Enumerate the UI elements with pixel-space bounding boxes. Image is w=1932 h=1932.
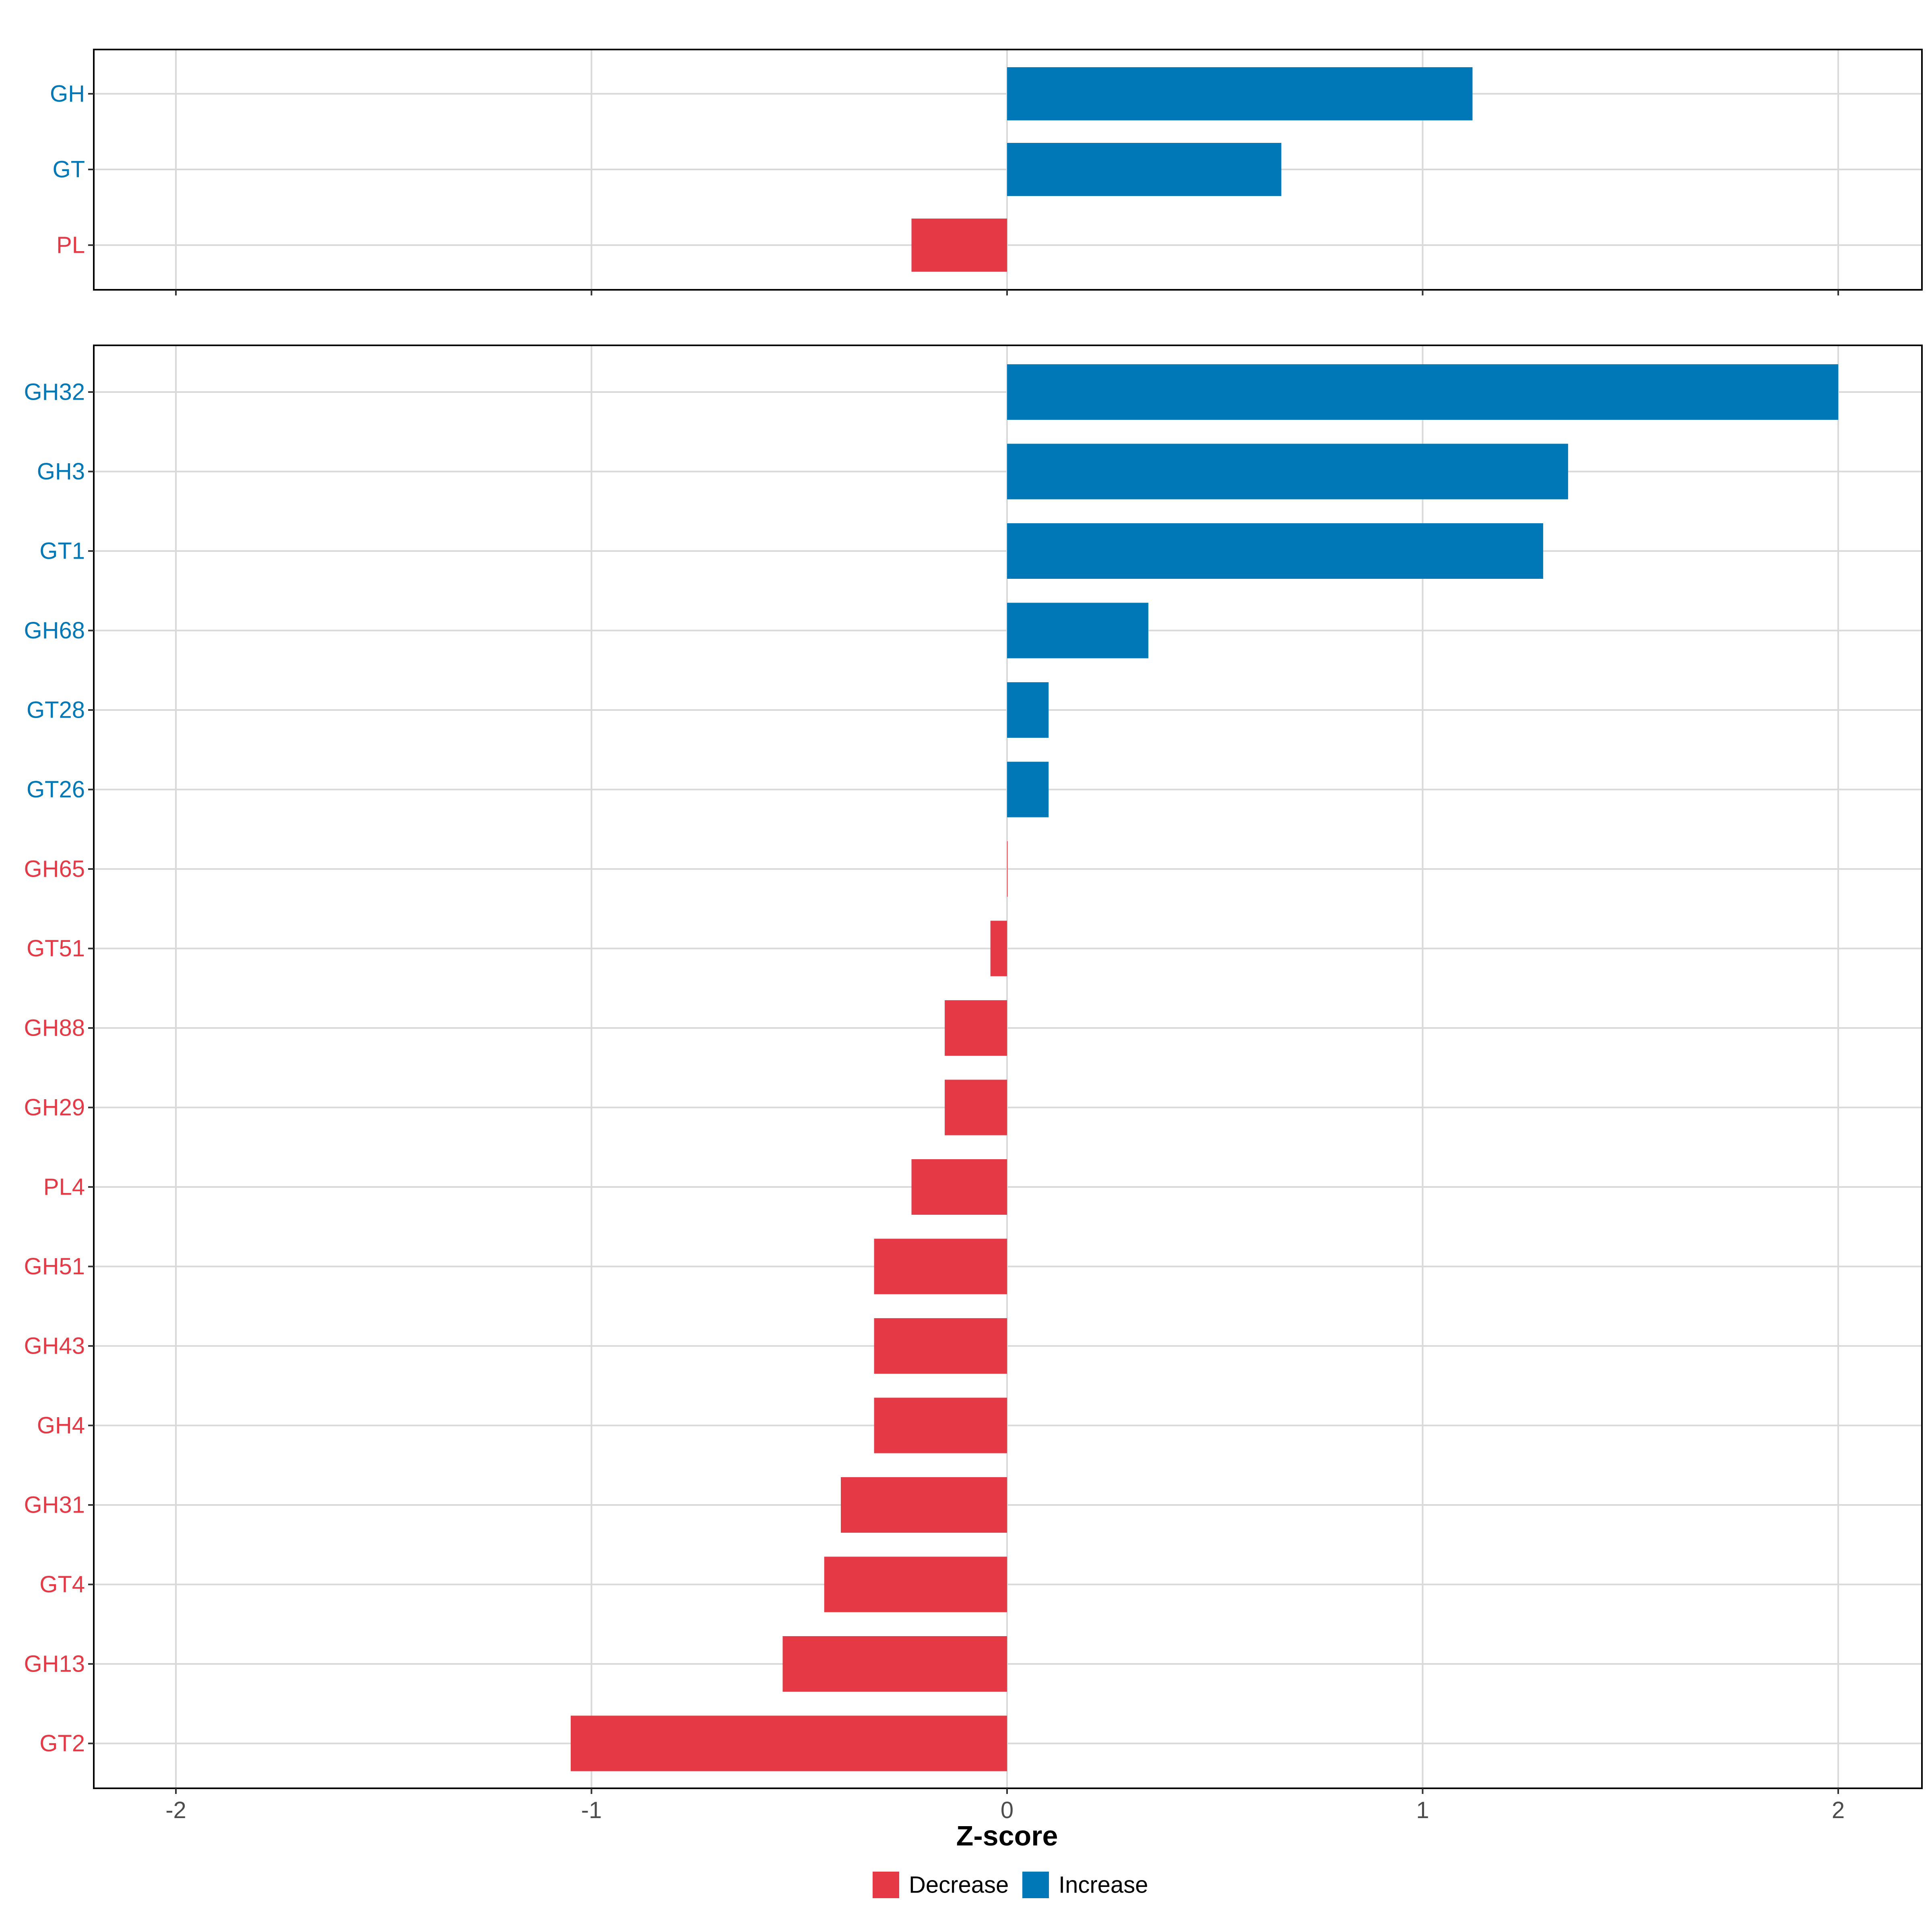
bar-pl4 (911, 1159, 1007, 1215)
y-tick-label: PL (56, 232, 85, 258)
legend-label-increase: Increase (1059, 1872, 1148, 1898)
y-tick-label: PL4 (43, 1174, 85, 1200)
legend-key-increase (1022, 1872, 1049, 1898)
y-tick-label: GH88 (24, 1015, 85, 1041)
x-tick-label: 1 (1416, 1797, 1429, 1823)
legend-key-decrease (873, 1872, 899, 1898)
bar-gt1 (1007, 523, 1543, 579)
y-tick-label: GH51 (24, 1253, 85, 1280)
legend-label-decrease: Decrease (909, 1872, 1009, 1898)
bar-gh3 (1007, 444, 1568, 500)
panel-top: GH GT PL (50, 49, 1923, 295)
bar-gh31 (841, 1477, 1007, 1533)
bar-gt2 (570, 1715, 1007, 1771)
bar-gt51 (990, 921, 1007, 976)
legend: Decrease Increase (873, 1872, 1148, 1898)
y-tick-label: GH31 (24, 1492, 85, 1518)
bar-gh29 (945, 1080, 1007, 1135)
x-tick-label: 0 (1001, 1797, 1013, 1823)
y-tick-label: GH3 (37, 458, 85, 485)
y-tick-label: GT1 (39, 538, 85, 564)
bar-gh4 (874, 1397, 1007, 1453)
y-tick-label: GT26 (27, 776, 85, 803)
y-tick-label: GH65 (24, 856, 85, 882)
x-tick-label: -1 (581, 1797, 602, 1823)
y-tick-label: GT4 (39, 1571, 85, 1598)
y-tick-label: GH4 (37, 1412, 85, 1439)
bar-gh88 (945, 1000, 1007, 1056)
bar-gh32 (1007, 364, 1838, 420)
bar-gt (1007, 143, 1282, 196)
y-tick-label: GH29 (24, 1094, 85, 1121)
y-tick-label: GT2 (39, 1730, 85, 1757)
bar-pl (911, 219, 1007, 272)
y-tick-label: GT28 (27, 697, 85, 723)
bar-gh68 (1007, 603, 1149, 658)
y-tick-label: GT51 (27, 935, 85, 962)
bar-gh65 (1007, 841, 1008, 897)
y-tick-label: GT (52, 157, 85, 183)
y-tick-label: GH68 (24, 617, 85, 644)
x-tick-label: -2 (165, 1797, 186, 1823)
bar-gh (1007, 67, 1473, 120)
y-tick-label: GH13 (24, 1651, 85, 1677)
panel-bottom: GH32 GH3 GT1 GH68 GT28 GT26 GH65 GT51 GH88 GH29 PL… (24, 345, 1923, 1823)
bar-gh13 (782, 1636, 1007, 1692)
bar-gt4 (824, 1556, 1007, 1612)
bar-gt26 (1007, 762, 1049, 817)
bar-gh51 (874, 1238, 1007, 1294)
bar-gh43 (874, 1318, 1007, 1374)
y-tick-label: GH (50, 81, 85, 107)
x-tick-label: 2 (1832, 1797, 1845, 1823)
bar-gt28 (1007, 682, 1049, 738)
y-tick-label: GH32 (24, 379, 85, 405)
y-tick-label: GH43 (24, 1333, 85, 1359)
chart-panels: GH GT PL GH32 GH3 GT1 GH68 GT28 GT26 GH65 GT51 GH88… (24, 49, 1923, 1823)
x-axis-title: Z-score (956, 1820, 1058, 1852)
